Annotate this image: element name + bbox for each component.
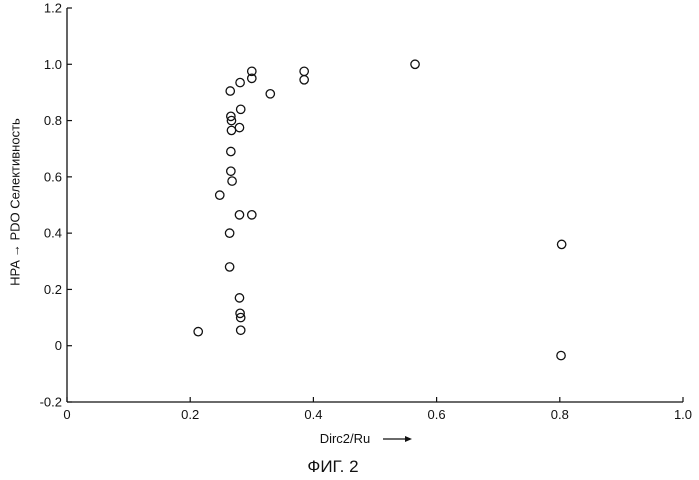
- data-point: [300, 67, 308, 75]
- y-tick-label: 0.4: [44, 226, 62, 241]
- data-point: [225, 263, 233, 271]
- data-point: [266, 90, 274, 98]
- x-tick-label: 0.4: [304, 407, 322, 422]
- y-tick-label: 0.2: [44, 282, 62, 297]
- data-point: [235, 211, 243, 219]
- x-tick-label: 0: [63, 407, 70, 422]
- data-point: [227, 147, 235, 155]
- data-point: [225, 229, 233, 237]
- data-points: [194, 60, 566, 360]
- data-point: [227, 126, 235, 134]
- data-point: [300, 76, 308, 84]
- data-point: [236, 78, 244, 86]
- y-tick-label: 0.6: [44, 169, 62, 184]
- data-point: [557, 240, 565, 248]
- y-tick-label: 1.2: [44, 1, 62, 16]
- y-axis-title: HPA → PDO Селективность: [7, 118, 22, 286]
- x-axis-label: Dirc2/Ru: [320, 431, 371, 446]
- data-point: [228, 177, 236, 185]
- data-point: [235, 123, 243, 131]
- x-axis-title: Dirc2/Ru: [320, 431, 412, 446]
- y-tick-label: -0.2: [40, 395, 62, 410]
- data-point: [237, 326, 245, 334]
- data-point: [248, 211, 256, 219]
- y-tick-label: 0.8: [44, 113, 62, 128]
- y-tick-label: 0: [55, 338, 62, 353]
- data-point: [226, 87, 234, 95]
- axes: [67, 8, 683, 402]
- data-point: [411, 60, 419, 68]
- data-point: [237, 105, 245, 113]
- x-tick-label: 1.0: [674, 407, 692, 422]
- x-ticks: 0 0.2 0.4 0.6 0.8 1.0: [63, 397, 692, 422]
- data-point: [194, 327, 202, 335]
- y-axis-label: HPA → PDO Селективность: [7, 118, 22, 286]
- x-tick-label: 0.6: [428, 407, 446, 422]
- x-tick-label: 0.8: [551, 407, 569, 422]
- data-point: [557, 351, 565, 359]
- data-point: [227, 167, 235, 175]
- figure-caption: ФИГ. 2: [307, 457, 358, 476]
- data-point: [235, 294, 243, 302]
- data-point: [216, 191, 224, 199]
- x-axis-arrow-head: [405, 436, 412, 442]
- x-tick-label: 0.2: [181, 407, 199, 422]
- y-tick-label: 1.0: [44, 57, 62, 72]
